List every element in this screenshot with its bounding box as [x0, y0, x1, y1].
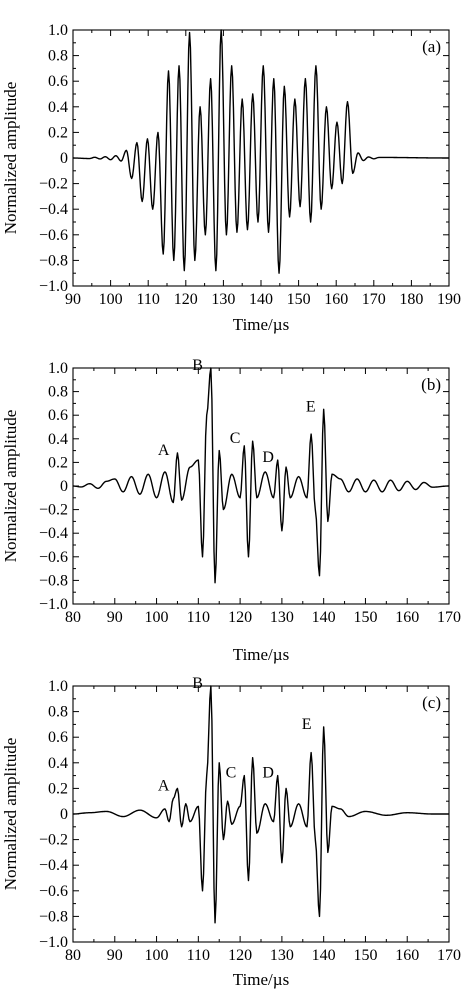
x-tick-label: 150 — [353, 609, 377, 626]
x-tick-label: 180 — [399, 291, 423, 308]
peak-label-d: D — [262, 765, 274, 782]
y-tick-label: 0.4 — [48, 431, 68, 448]
peak-label-a: A — [158, 442, 170, 459]
peak-label-c: C — [230, 430, 241, 447]
y-tick-label: −1.0 — [39, 934, 68, 951]
x-tick-label: 90 — [65, 291, 81, 308]
y-axis-label: Normalized amplitude — [1, 410, 20, 562]
x-axis-label: Time/µs — [233, 315, 289, 334]
peak-label-e: E — [302, 716, 312, 733]
x-axis-label: Time/µs — [233, 645, 289, 664]
peak-label-a: A — [158, 777, 170, 794]
x-tick-label: 120 — [228, 947, 252, 964]
x-tick-label: 90 — [107, 609, 123, 626]
waveform-line — [72, 685, 449, 924]
y-tick-label: 0.2 — [48, 454, 68, 471]
x-tick-label: 130 — [211, 291, 235, 308]
x-tick-label: 140 — [312, 947, 336, 964]
y-tick-label: −1.0 — [39, 278, 68, 295]
y-tick-label: 0.6 — [48, 407, 68, 424]
y-tick-label: 1.0 — [48, 22, 68, 39]
x-tick-label: 80 — [65, 609, 81, 626]
x-tick-label: 130 — [270, 609, 294, 626]
x-tick-label: 90 — [107, 947, 123, 964]
y-tick-label: −0.6 — [39, 883, 68, 900]
x-tick-label: 190 — [437, 291, 461, 308]
peak-label-d: D — [262, 449, 274, 466]
chart-panel-2: 80 90 100 110 120 130 140 150 160 170 1.0 0.8 0.6 0.4… — [1, 357, 461, 664]
y-tick-label: −0.6 — [39, 549, 68, 566]
peak-label-b: B — [192, 357, 203, 374]
y-tick-label: 0.8 — [48, 704, 68, 721]
x-tick-label: 100 — [99, 291, 123, 308]
y-tick-label: −0.4 — [39, 525, 68, 542]
y-tick-label: −0.8 — [39, 252, 68, 269]
y-tick-label: 0.8 — [48, 48, 68, 65]
y-tick-label: 0.2 — [48, 124, 68, 141]
y-tick-label: −0.4 — [39, 857, 68, 874]
x-tick-label: 130 — [270, 947, 294, 964]
peak-label-c: C — [226, 765, 237, 782]
y-axis-label: Normalized amplitude — [1, 738, 20, 890]
y-tick-label: −0.6 — [39, 227, 68, 244]
y-tick-label: 0.2 — [48, 780, 68, 797]
x-tick-label: 160 — [395, 947, 419, 964]
peak-label-e: E — [306, 398, 316, 415]
panel-tag: (b) — [421, 375, 441, 394]
y-tick-label: 0 — [60, 150, 68, 167]
y-tick-label: −0.2 — [39, 502, 68, 519]
x-tick-label: 120 — [228, 609, 252, 626]
y-tick-label: −0.4 — [39, 201, 68, 218]
chart-panel-1: 90 100 110 120 130 140 150 160 170 180 190 1.0 0.8 0.… — [1, 22, 461, 334]
y-tick-label: −0.2 — [39, 176, 68, 193]
waveform-line — [73, 29, 449, 274]
y-tick-label: 0.4 — [48, 755, 68, 772]
x-tick-label: 110 — [187, 947, 210, 964]
x-tick-label: 150 — [287, 291, 311, 308]
y-tick-label: −0.8 — [39, 908, 68, 925]
y-tick-label: 0.6 — [48, 73, 68, 90]
y-tick-label: 1.0 — [48, 360, 68, 377]
x-tick-label: 100 — [145, 947, 169, 964]
x-tick-label: 140 — [312, 609, 336, 626]
y-tick-label: 0.6 — [48, 729, 68, 746]
panel-tag: (a) — [422, 37, 441, 56]
x-tick-label: 160 — [395, 609, 419, 626]
x-tick-label: 80 — [65, 947, 81, 964]
y-tick-label: 0 — [60, 806, 68, 823]
x-tick-label: 140 — [249, 291, 273, 308]
y-tick-label: −1.0 — [39, 596, 68, 613]
y-axis-label: Normalized amplitude — [1, 82, 20, 234]
y-tick-label: −0.8 — [39, 572, 68, 589]
x-tick-label: 150 — [353, 947, 377, 964]
x-axis-label: Time/µs — [233, 970, 289, 989]
x-tick-label: 170 — [362, 291, 386, 308]
x-tick-label: 110 — [187, 609, 210, 626]
y-tick-label: 0 — [60, 478, 68, 495]
x-tick-label: 170 — [437, 947, 461, 964]
y-tick-label: 0.4 — [48, 99, 68, 116]
x-tick-label: 110 — [136, 291, 159, 308]
chart-panel-3: 80 90 100 110 120 130 140 150 160 170 1.0 0.8 0.6 0.4… — [1, 675, 461, 989]
y-tick-label: 0.8 — [48, 384, 68, 401]
y-tick-label: −0.2 — [39, 832, 68, 849]
x-tick-label: 100 — [145, 609, 169, 626]
peak-label-b: B — [192, 675, 203, 692]
x-tick-label: 160 — [324, 291, 348, 308]
panel-tag: (c) — [422, 693, 441, 712]
waveform-line — [72, 367, 450, 584]
y-tick-label: 1.0 — [48, 678, 68, 695]
x-tick-label: 170 — [437, 609, 461, 626]
x-tick-label: 120 — [174, 291, 198, 308]
